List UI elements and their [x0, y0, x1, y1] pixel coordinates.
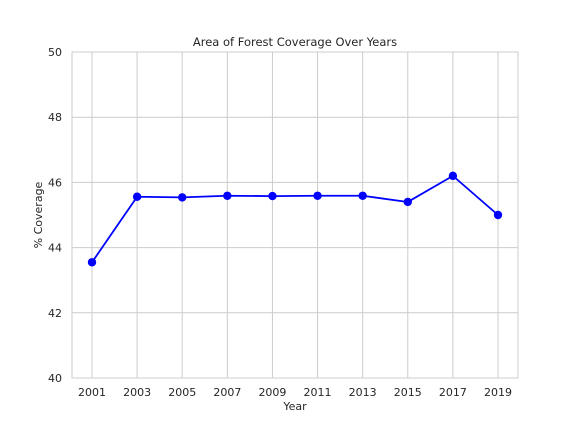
x-tick-label: 2007 — [213, 386, 241, 399]
plot-frame — [71, 51, 519, 379]
data-point — [403, 197, 412, 207]
x-tick-labels: 2001 2003 2005 2007 2009 2011 2013 2015 2017 2019 — [78, 386, 512, 399]
y-tick-labels: 40 42 44 46 48 50 — [48, 46, 62, 385]
data-point — [313, 191, 322, 200]
x-tick-label: 2019 — [484, 386, 512, 399]
data-point — [493, 210, 503, 220]
data-point — [87, 258, 97, 267]
x-tick-label: 2011 — [304, 386, 332, 399]
data-point — [268, 191, 277, 201]
x-tick-label: 2003 — [123, 386, 151, 399]
chart-title: Area of Forest Coverage Over Years — [193, 35, 397, 49]
grid — [72, 51, 518, 379]
x-tick-label: 2005 — [168, 386, 196, 399]
series-line — [91, 174, 499, 263]
y-tick-label: 44 — [48, 242, 62, 255]
x-tick-label: 2015 — [394, 386, 422, 399]
x-tick-label: 2009 — [258, 386, 286, 399]
data-point — [178, 193, 187, 202]
y-tick-label: 50 — [48, 46, 62, 59]
data-point — [132, 192, 142, 201]
y-axis-label: % Coverage — [32, 181, 45, 248]
y-tick-label: 48 — [48, 111, 62, 124]
data-point — [223, 191, 232, 200]
data-point — [358, 191, 367, 200]
x-tick-label: 2001 — [78, 386, 106, 399]
x-tick-label: 2013 — [349, 386, 377, 399]
data-point — [448, 171, 458, 181]
y-tick-label: 40 — [48, 372, 62, 385]
y-tick-label: 46 — [48, 176, 62, 189]
series-layer — [87, 171, 503, 267]
x-tick-label: 2017 — [439, 386, 467, 399]
x-axis-label: Year — [282, 400, 307, 413]
y-tick-label: 42 — [48, 307, 62, 320]
